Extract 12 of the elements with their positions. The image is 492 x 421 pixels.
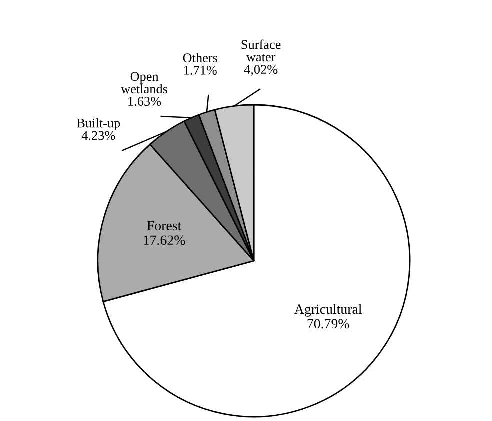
- slice-label: Open wetlands: [121, 72, 168, 94]
- slice-label: Others: [183, 53, 218, 63]
- slice-label: Agricultural: [294, 304, 362, 317]
- slice-label: Forest: [147, 221, 182, 231]
- data-label: 1.71%: [184, 66, 217, 75]
- data-label: 4.23%: [82, 131, 116, 140]
- data-label: 4,02%: [244, 65, 278, 76]
- data-label: 17.62%: [144, 236, 186, 246]
- slice-label: Built-up: [77, 118, 120, 130]
- slice-label: Surface water: [242, 40, 281, 62]
- data-label: 70.79%: [308, 319, 350, 329]
- data-label: 1.63%: [128, 97, 162, 106]
